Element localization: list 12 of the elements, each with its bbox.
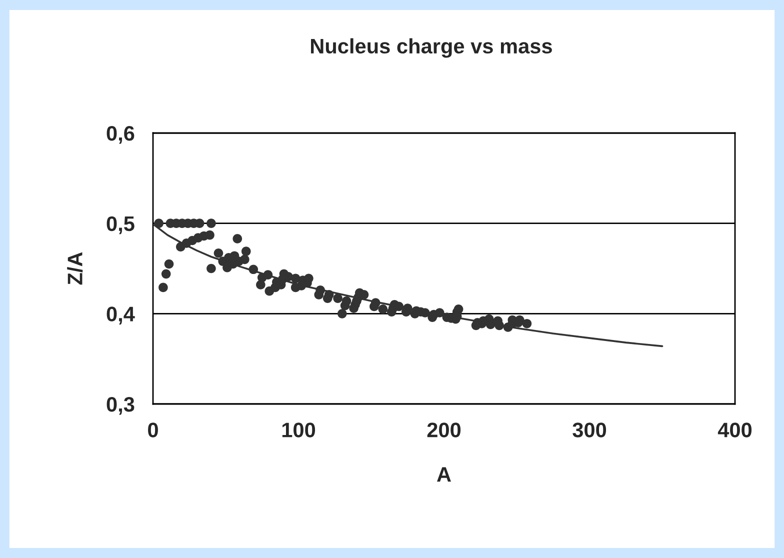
y-tick-label: 0,6 — [106, 126, 134, 144]
y-tick-label: 0,5 — [106, 216, 134, 234]
x-tick-label: 400 — [718, 422, 752, 438]
y-axis-title: Z/A — [67, 252, 83, 285]
x-tick-label: 0 — [148, 422, 158, 438]
x-axis-title: A — [436, 467, 451, 482]
y-tick-label: 0,4 — [106, 306, 135, 324]
chart-title: Nucleus charge vs mass — [311, 38, 552, 58]
y-tick-label: 0,3 — [106, 397, 134, 415]
x-tick-label: 300 — [572, 422, 606, 438]
x-tick-label: 200 — [427, 422, 461, 438]
x-tick-label: 100 — [282, 422, 316, 438]
